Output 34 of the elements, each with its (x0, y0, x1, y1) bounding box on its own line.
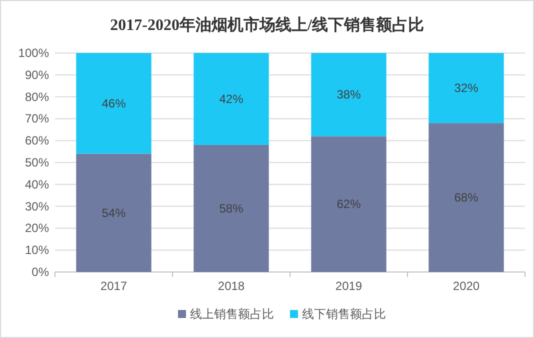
y-tick-label: 10% (24, 243, 50, 258)
y-tick-label: 30% (24, 199, 50, 214)
x-tick-label: 2020 (452, 279, 480, 293)
y-tick-label: 70% (24, 112, 50, 126)
data-label: 32% (454, 81, 479, 96)
data-label: 68% (454, 190, 479, 205)
y-tick-label: 50% (24, 156, 50, 170)
data-label: 62% (336, 197, 362, 212)
y-tick-label: 20% (24, 221, 50, 236)
legend-label: 线下销售额占比 (302, 307, 386, 321)
bar (311, 53, 386, 136)
y-tick-label: 0% (32, 265, 50, 279)
data-label: 38% (336, 88, 362, 102)
data-label: 58% (219, 201, 244, 216)
x-tick-label: 2017 (100, 279, 128, 293)
data-label: 54% (102, 206, 126, 220)
data-label: 42% (219, 92, 244, 106)
bar (76, 154, 152, 272)
bar (194, 144, 269, 272)
data-label: 46% (102, 96, 126, 110)
legend-label: 线上销售额占比 (190, 307, 274, 321)
y-tick-label: 40% (24, 177, 50, 192)
x-tick-label: 2019 (335, 279, 362, 293)
y-tick-label: 90% (24, 68, 50, 82)
bar (311, 136, 386, 272)
bar (76, 53, 152, 154)
y-tick-label: 80% (24, 90, 50, 104)
y-tick-label: 60% (24, 134, 50, 148)
x-tick-label: 2018 (218, 279, 245, 293)
bar (428, 53, 504, 124)
y-tick-label: 100% (18, 46, 50, 60)
bar (428, 123, 504, 272)
bar (194, 53, 269, 145)
chart-title: 2017-2020年油烟机市场线上/线下销售额占比 (110, 16, 424, 34)
